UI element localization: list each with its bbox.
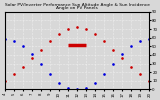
Title: Solar PV/Inverter Performance Sun Altitude Angle & Sun Incidence Angle on PV Pan: Solar PV/Inverter Performance Sun Altitu… [5,3,150,10]
